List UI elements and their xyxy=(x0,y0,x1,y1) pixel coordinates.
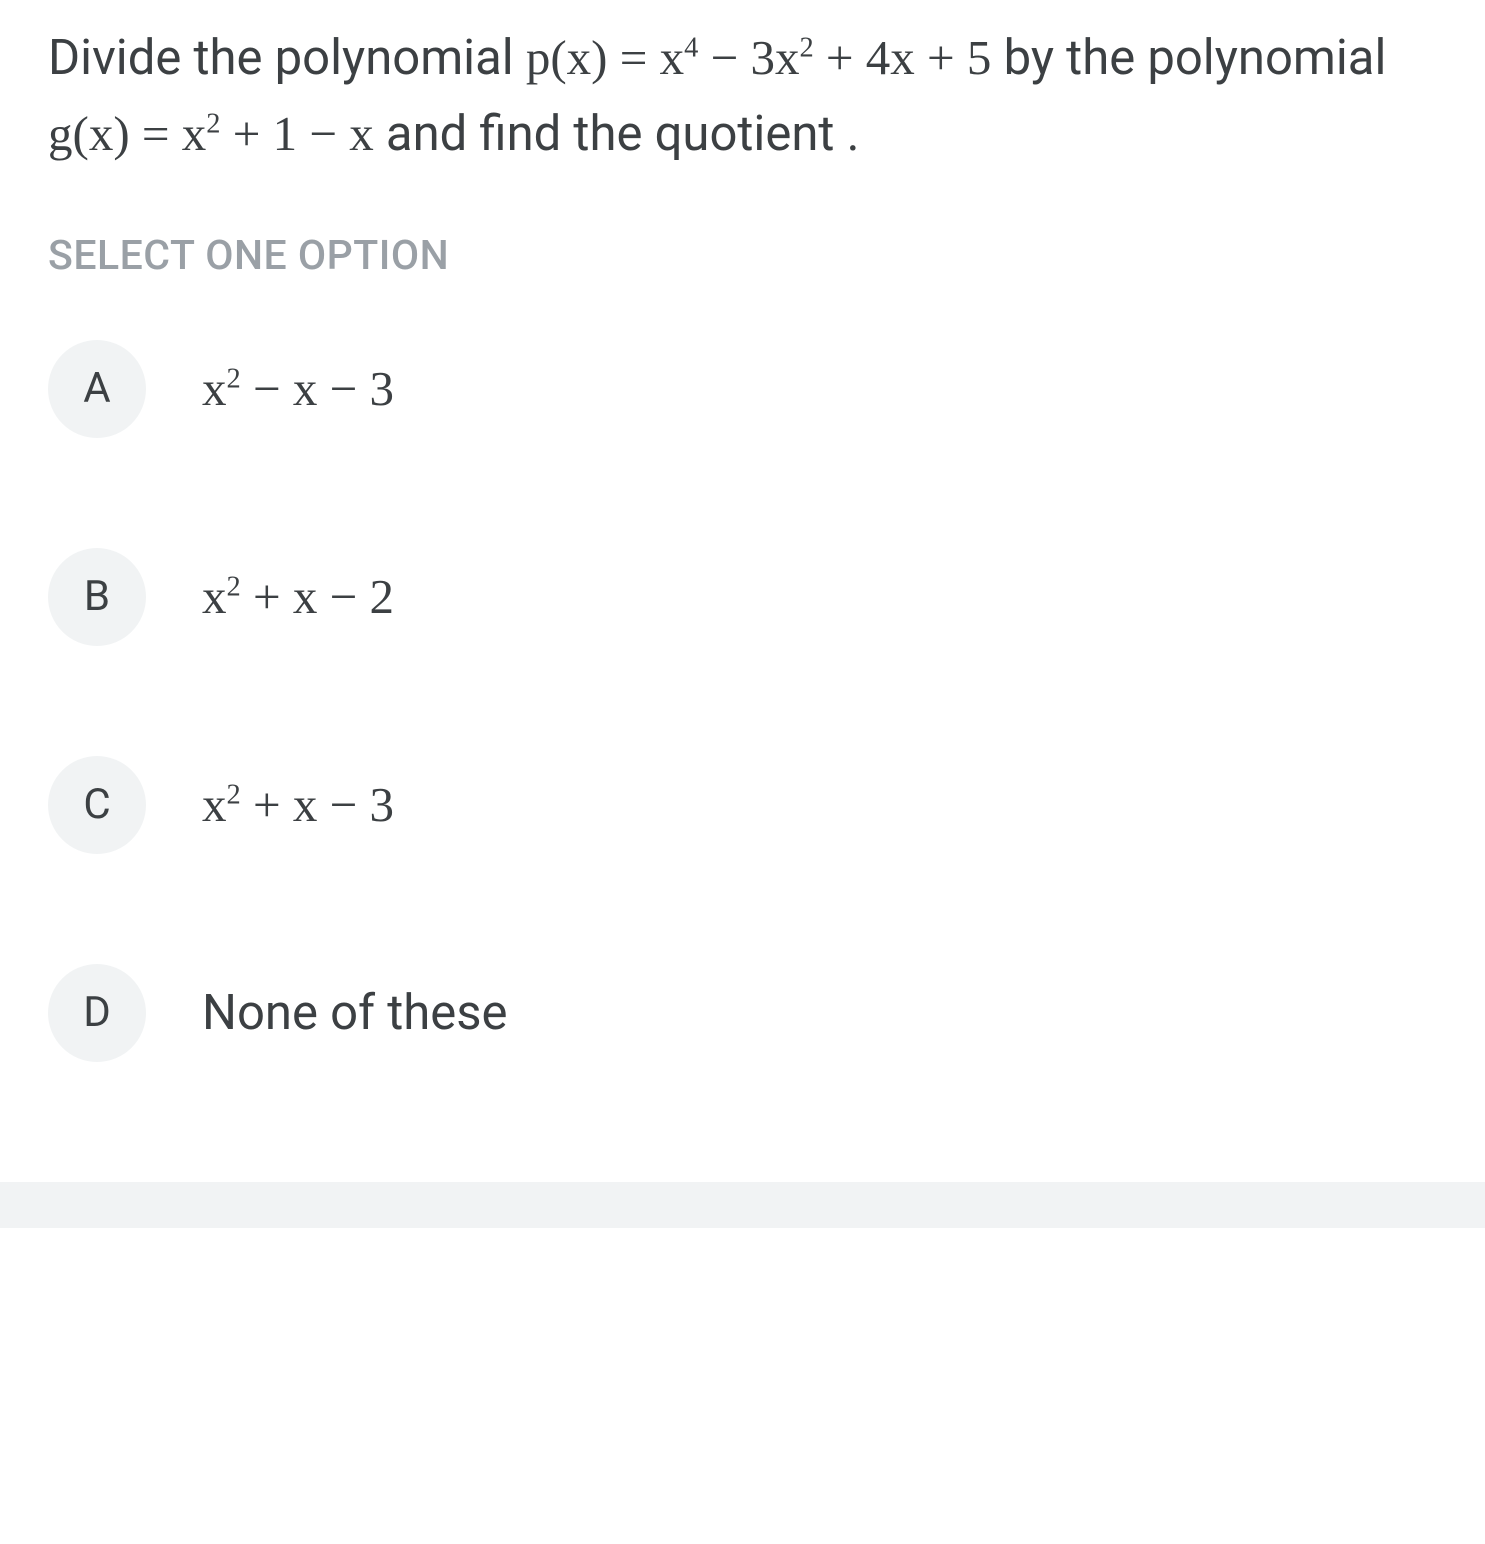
q-post-2: and find the quotient . xyxy=(374,105,860,162)
option-d-badge: D xyxy=(48,964,146,1062)
option-b-lead: x xyxy=(202,569,227,624)
option-a-badge: A xyxy=(48,340,146,438)
q-px-exp2: 2 xyxy=(799,33,813,64)
select-prompt: SELECT ONE OPTION xyxy=(48,232,1437,280)
content-wrap: Divide the polynomial p(x) = x4 − 3x2 + … xyxy=(0,0,1485,1062)
option-a-exp: 2 xyxy=(227,364,241,395)
option-a-rest: − x − 3 xyxy=(241,361,394,416)
option-b[interactable]: B x2 + x − 2 xyxy=(48,548,1437,646)
options-list: A x2 − x − 3 B x2 + x − 2 C x2 + x − 3 D… xyxy=(48,340,1437,1062)
q-gx-tail: + 1 − x xyxy=(220,106,373,161)
q-gx-func: g(x) = x xyxy=(48,106,206,161)
option-b-exp: 2 xyxy=(227,572,241,603)
q-px: p(x) = x4 − 3x2 + 4x + 5 xyxy=(526,30,992,85)
q-gx: g(x) = x2 + 1 − x xyxy=(48,106,374,161)
option-c[interactable]: C x2 + x − 3 xyxy=(48,756,1437,854)
option-c-rest: + x − 3 xyxy=(241,777,394,832)
q-px-func: p(x) = x xyxy=(526,30,684,85)
option-c-lead: x xyxy=(202,777,227,832)
option-d-text: None of these xyxy=(202,984,508,1041)
option-a-lead: x xyxy=(202,361,227,416)
option-b-rest: + x − 2 xyxy=(241,569,394,624)
option-c-exp: 2 xyxy=(227,780,241,811)
bottom-bar xyxy=(0,1182,1485,1228)
option-a-text: x2 − x − 3 xyxy=(202,360,394,417)
q-gx-exp: 2 xyxy=(206,109,220,140)
option-b-text: x2 + x − 2 xyxy=(202,568,394,625)
option-a[interactable]: A x2 − x − 3 xyxy=(48,340,1437,438)
option-d[interactable]: D None of these xyxy=(48,964,1437,1062)
q-px-exp1: 4 xyxy=(684,33,698,64)
option-b-badge: B xyxy=(48,548,146,646)
q-px-tail: + 4x + 5 xyxy=(814,30,992,85)
q-post-1: by the polynomial xyxy=(991,29,1386,86)
q-px-mid1: − 3x xyxy=(698,30,799,85)
question-text: Divide the polynomial p(x) = x4 − 3x2 + … xyxy=(48,20,1437,172)
option-c-badge: C xyxy=(48,756,146,854)
option-c-text: x2 + x − 3 xyxy=(202,776,394,833)
q-pre-1: Divide the polynomial xyxy=(48,29,526,86)
